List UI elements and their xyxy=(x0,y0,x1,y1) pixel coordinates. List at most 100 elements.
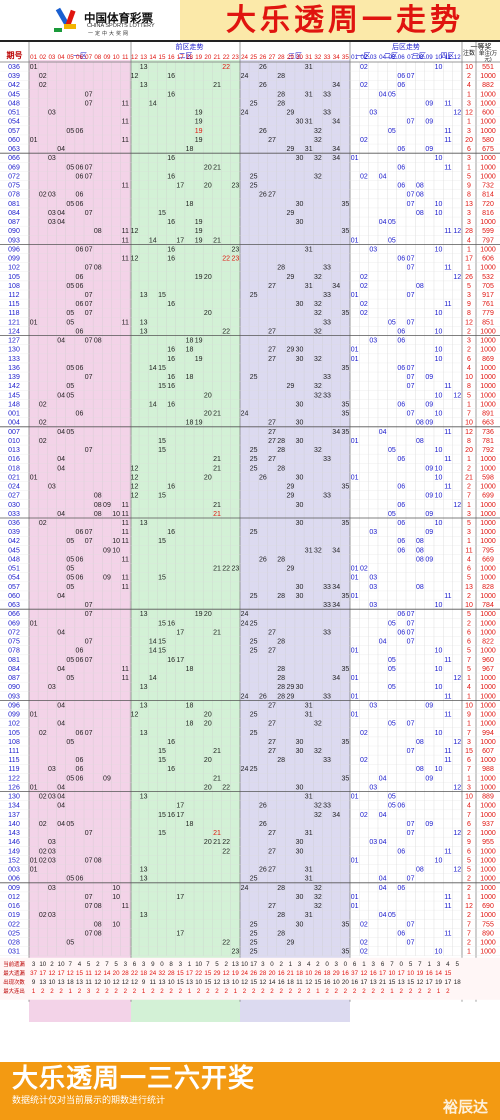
front-ball: 02 xyxy=(39,438,47,445)
front-ball: 21 xyxy=(213,839,221,846)
front-ball: 09 xyxy=(103,775,111,782)
front-ball: 19 xyxy=(195,119,203,126)
front-ball: 34 xyxy=(332,547,340,554)
front-ball: 08 xyxy=(94,857,102,864)
back-ball: 04 xyxy=(379,885,387,892)
back-ball: 11 xyxy=(444,693,451,700)
front-ball: 01 xyxy=(30,620,38,627)
back-ball: 10 xyxy=(435,684,443,691)
front-ball: 24 xyxy=(241,411,249,418)
stats-value: 9 xyxy=(151,961,155,968)
back-ball: 07 xyxy=(407,192,415,199)
back-ball: 05 xyxy=(388,657,396,664)
front-ball: 22 xyxy=(222,839,230,846)
front-ball: 34 xyxy=(332,155,340,162)
back-ball: 02 xyxy=(360,283,368,290)
winner-count: 1 xyxy=(467,456,471,463)
back-ball: 10 xyxy=(435,666,443,673)
stats-value: 7 xyxy=(390,961,394,968)
stats-value: 2 xyxy=(279,961,283,968)
front-ball: 16 xyxy=(167,173,175,180)
winner-count: 5 xyxy=(467,520,471,527)
front-ball: 10 xyxy=(112,547,120,554)
stats-value: 12 xyxy=(360,970,367,977)
back-ball: 08 xyxy=(416,547,424,554)
stats-label: 出现次数 xyxy=(3,978,25,986)
back-ball: 08 xyxy=(416,538,424,545)
stats-value: 7 xyxy=(206,961,210,968)
prize-amount: 1000 xyxy=(480,721,496,728)
back-ball: 05 xyxy=(388,912,396,919)
winner-count: 4 xyxy=(467,237,471,244)
prize-amount: 551 xyxy=(482,64,494,71)
stats-value: 3 xyxy=(261,961,265,968)
front-ball: 17 xyxy=(176,812,184,819)
front-ball: 22 xyxy=(222,848,230,855)
front-ball: 05 xyxy=(66,538,74,545)
prize-amount: 890 xyxy=(482,930,494,937)
stats-value: 12 xyxy=(94,979,101,986)
front-ball: 25 xyxy=(250,940,258,947)
back-ball: 01 xyxy=(351,575,359,582)
period-number: 021 xyxy=(8,474,20,481)
front-ball: 27 xyxy=(268,748,276,755)
back-ball: 01 xyxy=(351,237,359,244)
front-ball: 04 xyxy=(57,803,65,810)
stats-value: 24 xyxy=(149,970,156,977)
front-ball: 07 xyxy=(85,894,93,901)
stats-value: 9 xyxy=(32,979,36,986)
front-ball: 08 xyxy=(94,930,102,937)
front-ball: 04 xyxy=(57,821,65,828)
front-ball: 03 xyxy=(48,885,56,892)
back-ball: 12 xyxy=(453,502,461,509)
brand-name: 中国体育彩票 xyxy=(84,13,153,25)
prize-amount: 1000 xyxy=(480,912,496,919)
stats-value: 1 xyxy=(316,988,320,995)
front-ball: 30 xyxy=(296,502,304,509)
stats-value: 7 xyxy=(69,961,73,968)
period-number: 057 xyxy=(8,128,20,135)
front-ball: 25 xyxy=(250,766,258,773)
back-zone2-header: 二区 xyxy=(384,53,398,60)
period-number: 042 xyxy=(8,538,20,545)
back-ball: 01 xyxy=(351,712,359,719)
winner-count: 1 xyxy=(467,265,471,272)
front-ball: 04 xyxy=(57,593,65,600)
prize-amount: 1000 xyxy=(480,347,496,354)
stats-value: 6 xyxy=(381,961,385,968)
back-ball: 11 xyxy=(444,301,451,308)
winner-count: 1 xyxy=(467,693,471,700)
winner-count: 5 xyxy=(467,283,471,290)
winner-count: 6 xyxy=(467,356,471,363)
front-ball: 13 xyxy=(140,82,148,89)
front-ball: 22 xyxy=(222,940,230,947)
period-number: 078 xyxy=(8,648,20,655)
front-ball: 06 xyxy=(76,365,84,372)
stats-value: 17 xyxy=(398,970,405,977)
period-number: 060 xyxy=(8,593,20,600)
prize-amount: 1000 xyxy=(480,365,496,372)
prize-amount: 1000 xyxy=(480,374,496,381)
winner-count: 3 xyxy=(467,128,471,135)
period-number: 019 xyxy=(8,912,20,919)
front-ball: 31 xyxy=(305,246,313,253)
back-ball: 03 xyxy=(369,529,377,536)
front-ball: 18 xyxy=(186,146,194,153)
front-ball: 20 xyxy=(204,411,212,418)
front-ball: 15 xyxy=(158,648,166,655)
back-ball: 06 xyxy=(397,484,405,491)
front-ball: 07 xyxy=(85,292,93,299)
front-ball: 27 xyxy=(268,328,276,335)
winner-count: 12 xyxy=(465,110,473,117)
winner-count: 4 xyxy=(467,556,471,563)
front-ball: 19 xyxy=(195,274,203,281)
page-header: 中国体育彩票 CHINA SPORTS LOTTERY 一定中大奖网 大乐透周一… xyxy=(0,0,500,42)
front-ball: 08 xyxy=(94,338,102,345)
stats-value: 2 xyxy=(215,988,219,995)
front-ball: 05 xyxy=(66,283,74,290)
front-ball: 21 xyxy=(213,775,221,782)
front-ball: 21 xyxy=(213,456,221,463)
front-ball: 35 xyxy=(341,921,349,928)
period-number: 119 xyxy=(8,766,19,773)
stats-value: 20 xyxy=(269,970,276,977)
